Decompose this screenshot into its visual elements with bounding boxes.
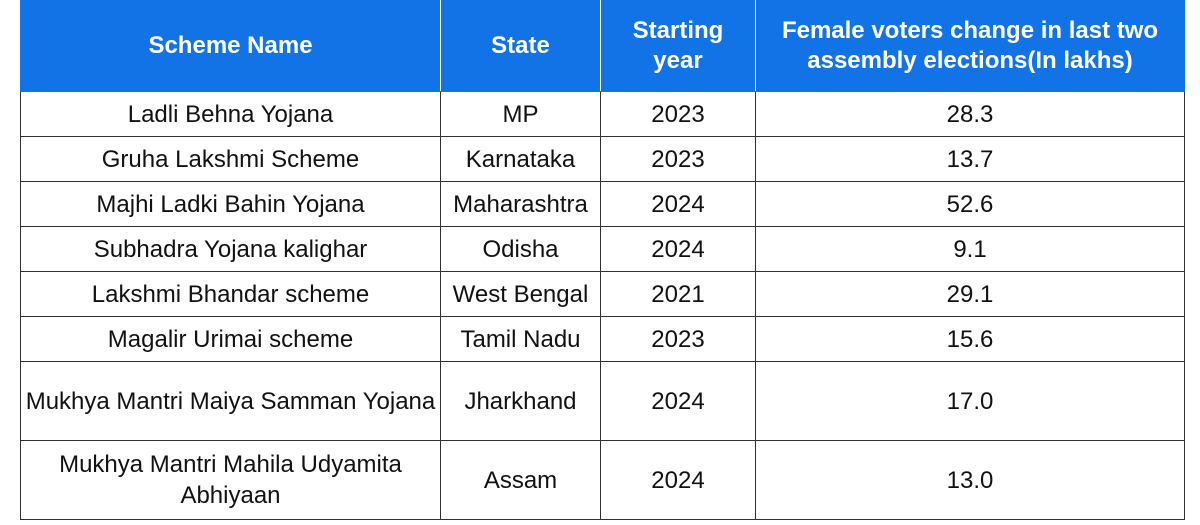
cell-state: Jharkhand — [440, 361, 601, 441]
table-row: Magalir Urimai scheme Tamil Nadu 2023 15… — [20, 316, 1185, 362]
cell-scheme: Majhi Ladki Bahin Yojana — [20, 181, 441, 227]
cell-change: 13.0 — [755, 440, 1185, 520]
cell-state: Maharashtra — [440, 181, 601, 227]
cell-year: 2023 — [600, 316, 756, 362]
header-starting-year: Starting year — [600, 0, 756, 92]
cell-year: 2021 — [600, 271, 756, 317]
cell-scheme: Gruha Lakshmi Scheme — [20, 136, 441, 182]
schemes-table: Scheme Name State Starting year Female v… — [20, 0, 1185, 520]
table-body: Ladli Behna Yojana MP 2023 28.3 Gruha La… — [20, 91, 1185, 520]
cell-year: 2024 — [600, 440, 756, 520]
table-row: Lakshmi Bhandar scheme West Bengal 2021 … — [20, 271, 1185, 317]
schemes-table-container: Scheme Name State Starting year Female v… — [20, 0, 1185, 520]
header-female-voters-change: Female voters change in last two assembl… — [755, 0, 1185, 92]
table-row: Mukhya Mantri Mahila Udyamita Abhiyaan A… — [20, 440, 1185, 520]
cell-state: Odisha — [440, 226, 601, 272]
table-row: Gruha Lakshmi Scheme Karnataka 2023 13.7 — [20, 136, 1185, 182]
cell-year: 2024 — [600, 361, 756, 441]
cell-scheme: Lakshmi Bhandar scheme — [20, 271, 441, 317]
cell-year: 2024 — [600, 226, 756, 272]
cell-scheme: Subhadra Yojana kalighar — [20, 226, 441, 272]
cell-scheme: Ladli Behna Yojana — [20, 91, 441, 137]
cell-change: 9.1 — [755, 226, 1185, 272]
header-state: State — [440, 0, 601, 92]
cell-year: 2023 — [600, 91, 756, 137]
table-row: Majhi Ladki Bahin Yojana Maharashtra 202… — [20, 181, 1185, 227]
cell-change: 52.6 — [755, 181, 1185, 227]
table-row: Subhadra Yojana kalighar Odisha 2024 9.1 — [20, 226, 1185, 272]
cell-change: 13.7 — [755, 136, 1185, 182]
cell-year: 2024 — [600, 181, 756, 227]
cell-state: MP — [440, 91, 601, 137]
cell-change: 29.1 — [755, 271, 1185, 317]
table-row: Mukhya Mantri Maiya Samman Yojana Jharkh… — [20, 361, 1185, 441]
cell-change: 15.6 — [755, 316, 1185, 362]
cell-change: 17.0 — [755, 361, 1185, 441]
cell-state: Assam — [440, 440, 601, 520]
cell-scheme: Mukhya Mantri Mahila Udyamita Abhiyaan — [20, 440, 441, 520]
cell-state: West Bengal — [440, 271, 601, 317]
cell-scheme: Magalir Urimai scheme — [20, 316, 441, 362]
table-header-row: Scheme Name State Starting year Female v… — [20, 0, 1185, 92]
cell-state: Tamil Nadu — [440, 316, 601, 362]
table-row: Ladli Behna Yojana MP 2023 28.3 — [20, 91, 1185, 137]
cell-change: 28.3 — [755, 91, 1185, 137]
cell-year: 2023 — [600, 136, 756, 182]
header-scheme-name: Scheme Name — [20, 0, 441, 92]
cell-scheme: Mukhya Mantri Maiya Samman Yojana — [20, 361, 441, 441]
table-header: Scheme Name State Starting year Female v… — [20, 0, 1185, 92]
cell-state: Karnataka — [440, 136, 601, 182]
